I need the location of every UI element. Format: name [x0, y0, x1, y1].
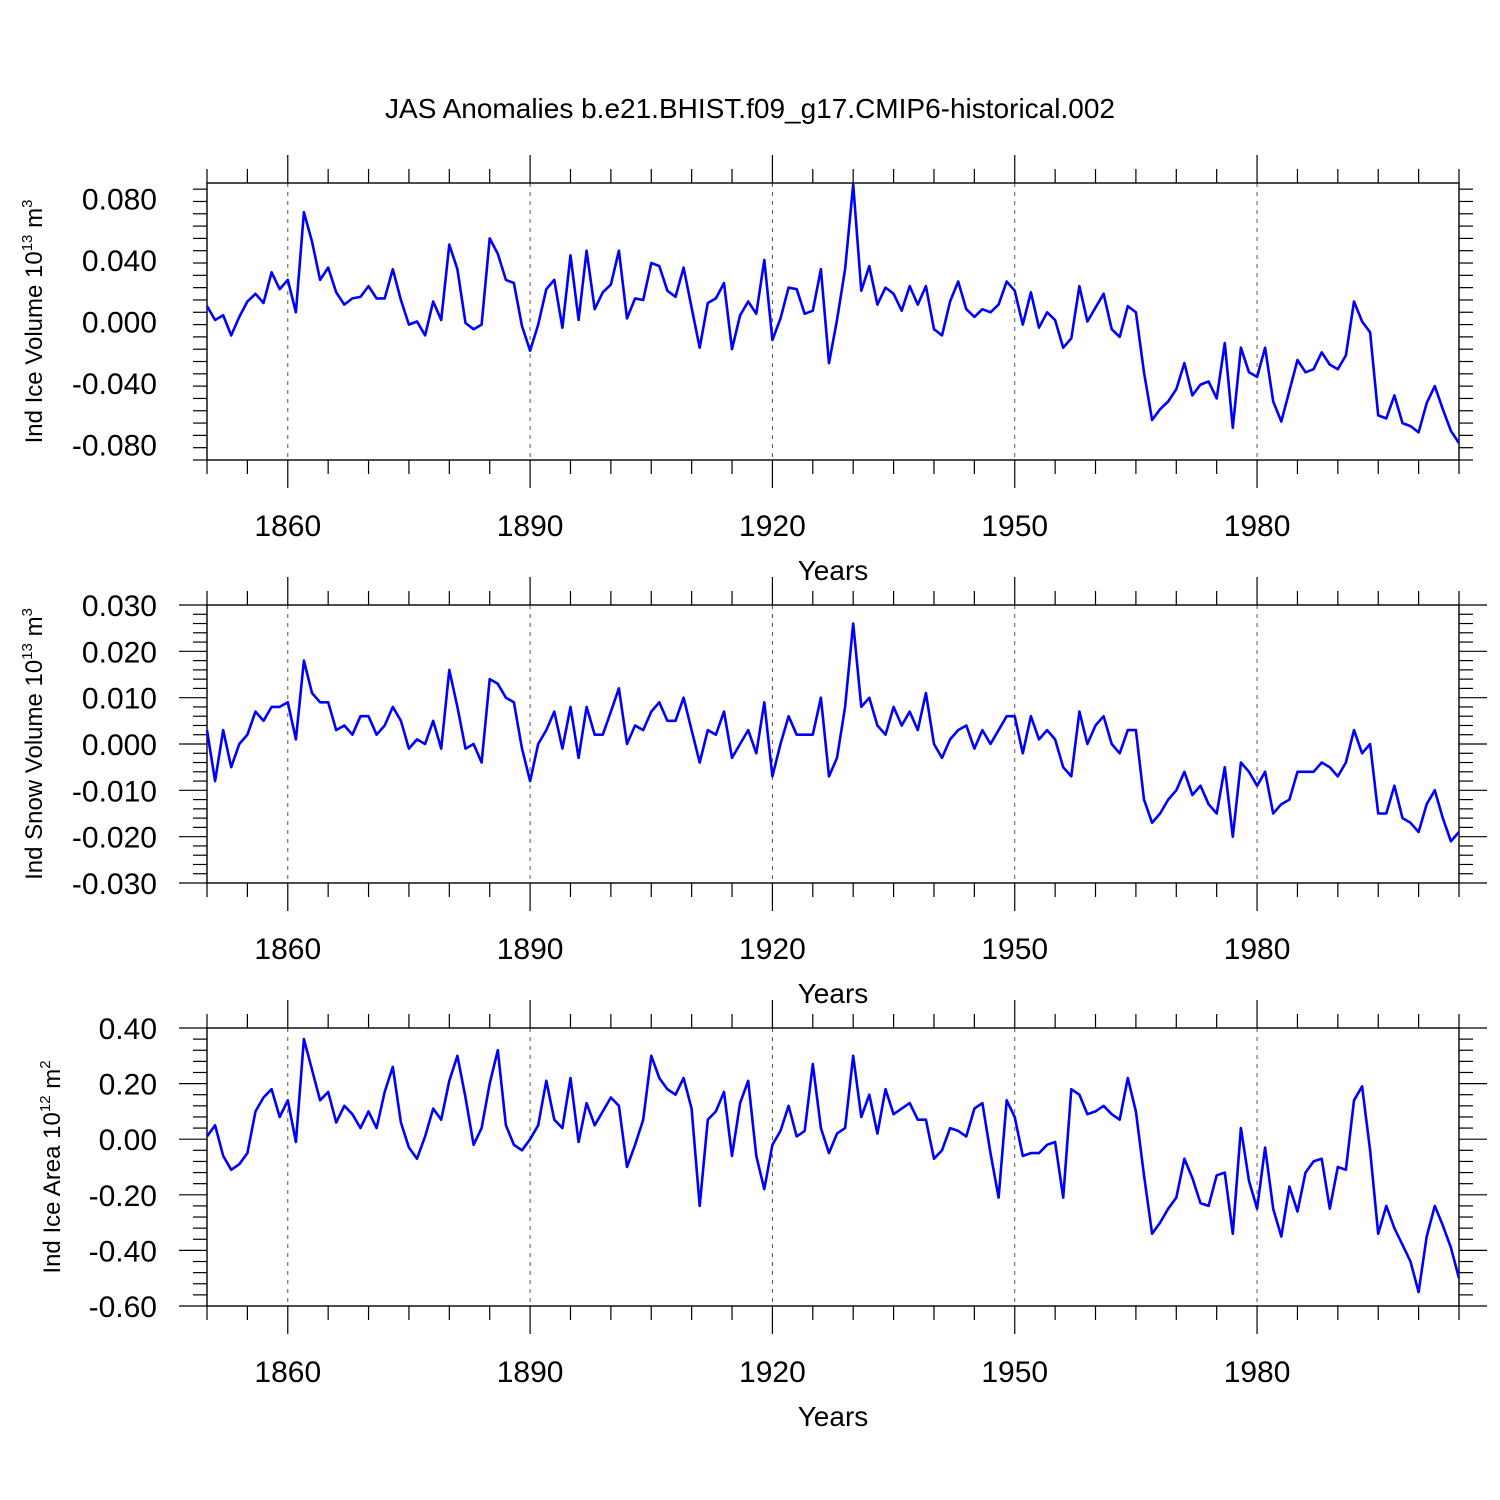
y-axis-label-exponent: 13 — [19, 235, 36, 252]
x-tick-label: 1980 — [1224, 933, 1291, 966]
y-axis-label-text: Ind Ice Area 10 — [39, 1112, 66, 1273]
x-tick-label: 1860 — [254, 933, 321, 966]
panel-2: 1860 1890 1920 1950 1980 Years 0.030 0.020 0.010… — [19, 577, 1487, 1009]
x-tick-label: 1890 — [497, 510, 564, 543]
y-tick-label: -0.080 — [72, 430, 157, 463]
y-tick-label: 0.030 — [82, 590, 157, 623]
panel-3: 1860 1890 1920 1950 1980 Years 0.40 0.20 0.00 -0.… — [37, 1000, 1487, 1432]
x-tick-label: 1980 — [1224, 510, 1291, 543]
x-tick-label: 1860 — [254, 1356, 321, 1389]
y-tick-label: 0.040 — [82, 245, 157, 278]
x-axis-label: Years — [798, 978, 869, 1009]
y-tick-label: 0.00 — [99, 1124, 157, 1157]
x-tick-label: 1890 — [497, 933, 564, 966]
y-tick-label: -0.040 — [72, 368, 157, 401]
y-axis-label: Ind Ice Area 1012 m2 — [37, 1060, 66, 1273]
y-tick-label: 0.000 — [82, 729, 157, 762]
y-tick-label: -0.40 — [89, 1235, 157, 1268]
x-tick-label: 1980 — [1224, 1356, 1291, 1389]
y-tick-label: -0.030 — [72, 868, 157, 901]
y-tick-label: 0.020 — [82, 636, 157, 669]
x-tick-label: 1920 — [739, 510, 806, 543]
series-line — [205, 183, 1461, 444]
panel-1: 1860 1890 1920 1950 1980 Years 0.080 0.040 0.000… — [19, 155, 1473, 586]
plot-frame — [206, 604, 1460, 884]
x-axis-label: Years — [798, 555, 869, 586]
y-axis-label-unit: m — [21, 616, 48, 643]
x-tick-label: 1950 — [981, 933, 1048, 966]
x-axis-label: Years — [798, 1401, 869, 1432]
y-tick-label: 0.010 — [82, 683, 157, 716]
chart-title: JAS Anomalies b.e21.BHIST.f09_g17.CMIP6-… — [385, 93, 1115, 124]
y-axis-label-unit: m — [21, 208, 48, 235]
y-axis-label-unit-exponent: 3 — [19, 200, 36, 208]
y-axis-label-unit-exponent: 3 — [19, 608, 36, 616]
x-tick-label: 1950 — [981, 510, 1048, 543]
y-axis-label: Ind Snow Volume 1013 m3 — [19, 608, 48, 880]
y-tick-label: 0.40 — [99, 1013, 157, 1046]
y-tick-label: -0.20 — [89, 1180, 157, 1213]
plot-frame — [206, 1027, 1460, 1307]
y-axis-label-exponent: 13 — [19, 643, 36, 660]
x-tick-label: 1860 — [254, 510, 321, 543]
series-line — [205, 1037, 1461, 1294]
y-axis-label-unit-exponent: 2 — [37, 1060, 54, 1068]
x-tick-label: 1920 — [739, 1356, 806, 1389]
y-axis-label-unit: m — [39, 1069, 66, 1096]
y-tick-label: -0.010 — [72, 775, 157, 808]
x-tick-label: 1890 — [497, 1356, 564, 1389]
y-tick-label: 0.20 — [99, 1069, 157, 1102]
plot-frame — [206, 182, 1460, 461]
y-tick-label: 0.080 — [82, 183, 157, 216]
y-axis-label-text: Ind Ice Volume 10 — [21, 251, 48, 443]
panels: 1860 1890 1920 1950 1980Years0.0800.0400.000… — [19, 155, 1487, 1432]
y-axis-label-exponent: 12 — [37, 1095, 54, 1112]
y-tick-label: 0.000 — [82, 307, 157, 340]
x-tick-label: 1950 — [981, 1356, 1048, 1389]
x-tick-label: 1920 — [739, 933, 806, 966]
y-tick-label: -0.60 — [89, 1291, 157, 1324]
series-line — [205, 622, 1460, 843]
y-tick-label: -0.020 — [72, 822, 157, 855]
y-axis-label-text: Ind Snow Volume 10 — [21, 660, 48, 880]
y-axis-label: Ind Ice Volume 1013 m3 — [19, 200, 48, 444]
